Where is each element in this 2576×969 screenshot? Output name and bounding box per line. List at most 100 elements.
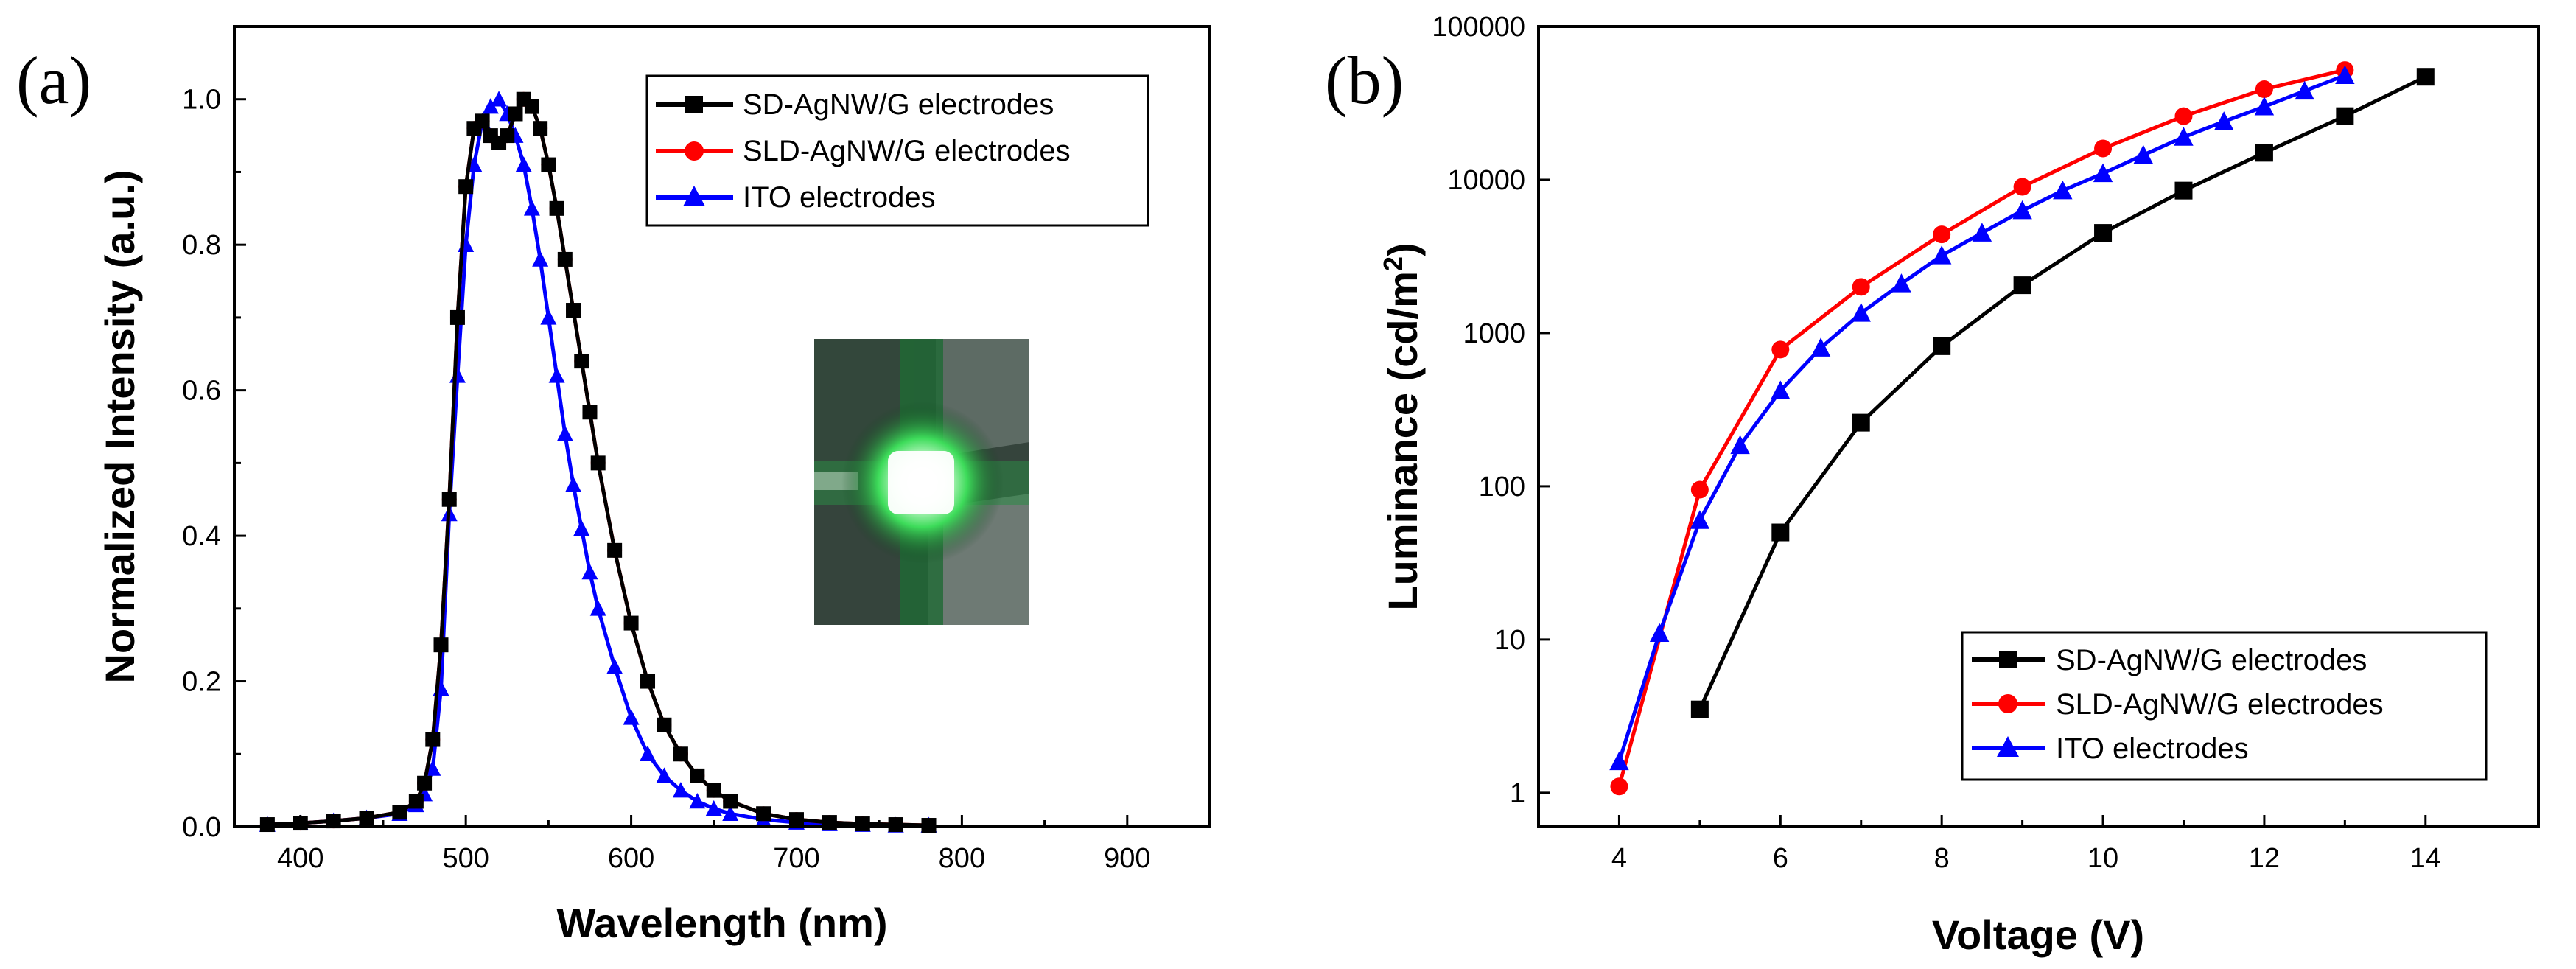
data-point-a-2-22: [548, 367, 565, 383]
y-tick-label-b-3: 1000: [1463, 318, 1525, 349]
x-tick-label-a-5: 900: [1104, 843, 1150, 874]
data-point-a-0-29: [623, 615, 639, 631]
x-tick-label-a-3: 700: [773, 843, 819, 874]
data-point-b-2-14: [2174, 127, 2194, 146]
data-point-a-2-26: [581, 563, 598, 580]
data-point-a-0-36: [756, 806, 771, 822]
data-point-b-1-7: [2174, 107, 2193, 125]
x-tick-label-b-2: 8: [1934, 843, 1950, 874]
data-point-b-0-8: [2336, 107, 2354, 125]
legend-label-b-ito: ITO electrodes: [2056, 732, 2249, 765]
data-point-b-2-18: [2335, 65, 2355, 85]
data-point-b-2-4: [1771, 380, 1791, 400]
y-tick-label-a-3: 0.6: [182, 376, 221, 407]
legend-marker-b-sld: [1998, 694, 2017, 713]
series-line-b-0: [1698, 74, 2426, 710]
x-axis-ticks-b: 4 6 8 10 12 14: [1611, 815, 2441, 874]
data-point-b-0-5: [2094, 224, 2113, 242]
data-point-a-0-9: [441, 492, 457, 507]
x-tick-label-b-1: 6: [1773, 843, 1788, 874]
data-point-b-2-15: [2214, 111, 2234, 130]
data-point-a-0-7: [425, 732, 441, 747]
data-point-b-2-12: [2093, 163, 2113, 183]
oled-photo-inset: [814, 339, 1029, 625]
data-point-a-2-24: [565, 476, 582, 492]
data-point-a-0-30: [640, 674, 656, 689]
data-point-b-2-10: [2012, 200, 2032, 220]
data-point-b-2-16: [2254, 96, 2275, 116]
panel-a: (a) 400 500 600 700 800 900 0.0 0.2 0.4 0.6 0.8 1.…: [16, 25, 1211, 946]
data-point-a-2-21: [540, 309, 557, 325]
data-point-b-1-2: [1771, 340, 1790, 359]
data-point-b-1-6: [2094, 139, 2113, 158]
x-axis-ticks-a: 400 500 600 700 800 900: [277, 815, 1150, 874]
data-point-a-0-40: [888, 817, 903, 833]
data-point-b-2-13: [2133, 144, 2153, 164]
data-point-b-2-5: [1810, 337, 1831, 357]
data-point-a-0-22: [549, 200, 564, 216]
data-point-b-0-9: [2416, 68, 2435, 86]
legend-marker-a-sld: [685, 141, 704, 161]
data-point-a-2-32: [672, 782, 689, 798]
data-point-b-2-6: [1851, 303, 1871, 322]
data-point-a-0-24: [566, 303, 581, 318]
data-point-a-0-6: [417, 775, 433, 791]
y-tick-label-a-2: 0.4: [182, 521, 221, 552]
y-tick-label-a-4: 0.8: [182, 230, 221, 261]
data-point-a-0-35: [723, 794, 738, 809]
data-point-a-2-23: [556, 425, 573, 441]
x-axis-title-a: Wavelength (nm): [556, 900, 887, 946]
legend-label-a-sd: SD-AgNW/G electrodes: [743, 88, 1054, 121]
data-point-a-0-10: [449, 309, 465, 325]
data-point-b-1-3: [1852, 278, 1870, 296]
data-point-b-0-0: [1690, 700, 1709, 718]
data-point-a-0-20: [533, 121, 548, 136]
y-tick-label-b-4: 10000: [1447, 165, 1525, 196]
data-point-b-2-11: [2053, 180, 2073, 200]
data-point-a-0-39: [855, 816, 870, 832]
data-point-a-2-29: [623, 709, 640, 725]
data-point-a-0-23: [557, 251, 573, 267]
data-point-b-0-2: [1852, 413, 1870, 432]
plot-area-b: [1609, 61, 2435, 796]
data-point-a-2-30: [640, 745, 657, 762]
data-point-a-2-10: [449, 367, 466, 383]
data-point-a-2-7: [424, 760, 441, 776]
data-point-b-2-0: [1609, 751, 1629, 771]
data-point-b-1-0: [1610, 777, 1628, 796]
legend-label-a-sld: SLD-AgNW/G electrodes: [743, 135, 1071, 167]
data-point-a-2-15: [491, 91, 508, 107]
y-tick-label-b-1: 10: [1494, 625, 1525, 656]
plot-area-a: [259, 91, 937, 833]
legend-label-b-sld: SLD-AgNW/G electrodes: [2056, 688, 2384, 721]
data-point-a-2-19: [523, 200, 540, 216]
x-tick-label-a-4: 800: [939, 843, 985, 874]
legend-marker-a-ito: [683, 186, 705, 206]
data-point-b-0-1: [1771, 523, 1790, 542]
panel-label-b: (b): [1325, 43, 1404, 118]
data-point-a-0-11: [458, 179, 474, 195]
data-point-a-2-34: [705, 800, 722, 816]
data-point-a-0-8: [433, 637, 449, 653]
x-tick-label-b-0: 4: [1611, 843, 1627, 874]
data-point-a-0-32: [673, 746, 688, 762]
data-point-b-2-3: [1730, 435, 1750, 455]
legend-marker-b-ito: [1997, 736, 2019, 757]
data-point-b-2-8: [1931, 245, 1952, 265]
x-tick-label-a-0: 400: [277, 843, 323, 874]
data-point-a-2-28: [606, 658, 623, 674]
data-point-b-2-7: [1891, 273, 1911, 293]
data-point-b-1-1: [1690, 480, 1709, 499]
data-point-b-1-4: [1933, 225, 1951, 244]
data-point-a-0-16: [500, 128, 515, 144]
data-point-a-2-25: [573, 520, 590, 536]
data-point-b-0-3: [1933, 337, 1951, 355]
data-point-b-0-4: [2013, 276, 2031, 295]
y-axis-title-b-main: Luminance (cd/m: [1379, 271, 1426, 611]
legend-a: SD-AgNW/G electrodes SLD-AgNW/G electrod…: [645, 74, 1149, 227]
axes-frame-b: [1537, 25, 2540, 828]
data-point-b-2-1: [1649, 623, 1670, 643]
data-point-a-0-5: [408, 794, 424, 809]
data-point-a-0-33: [690, 768, 705, 783]
